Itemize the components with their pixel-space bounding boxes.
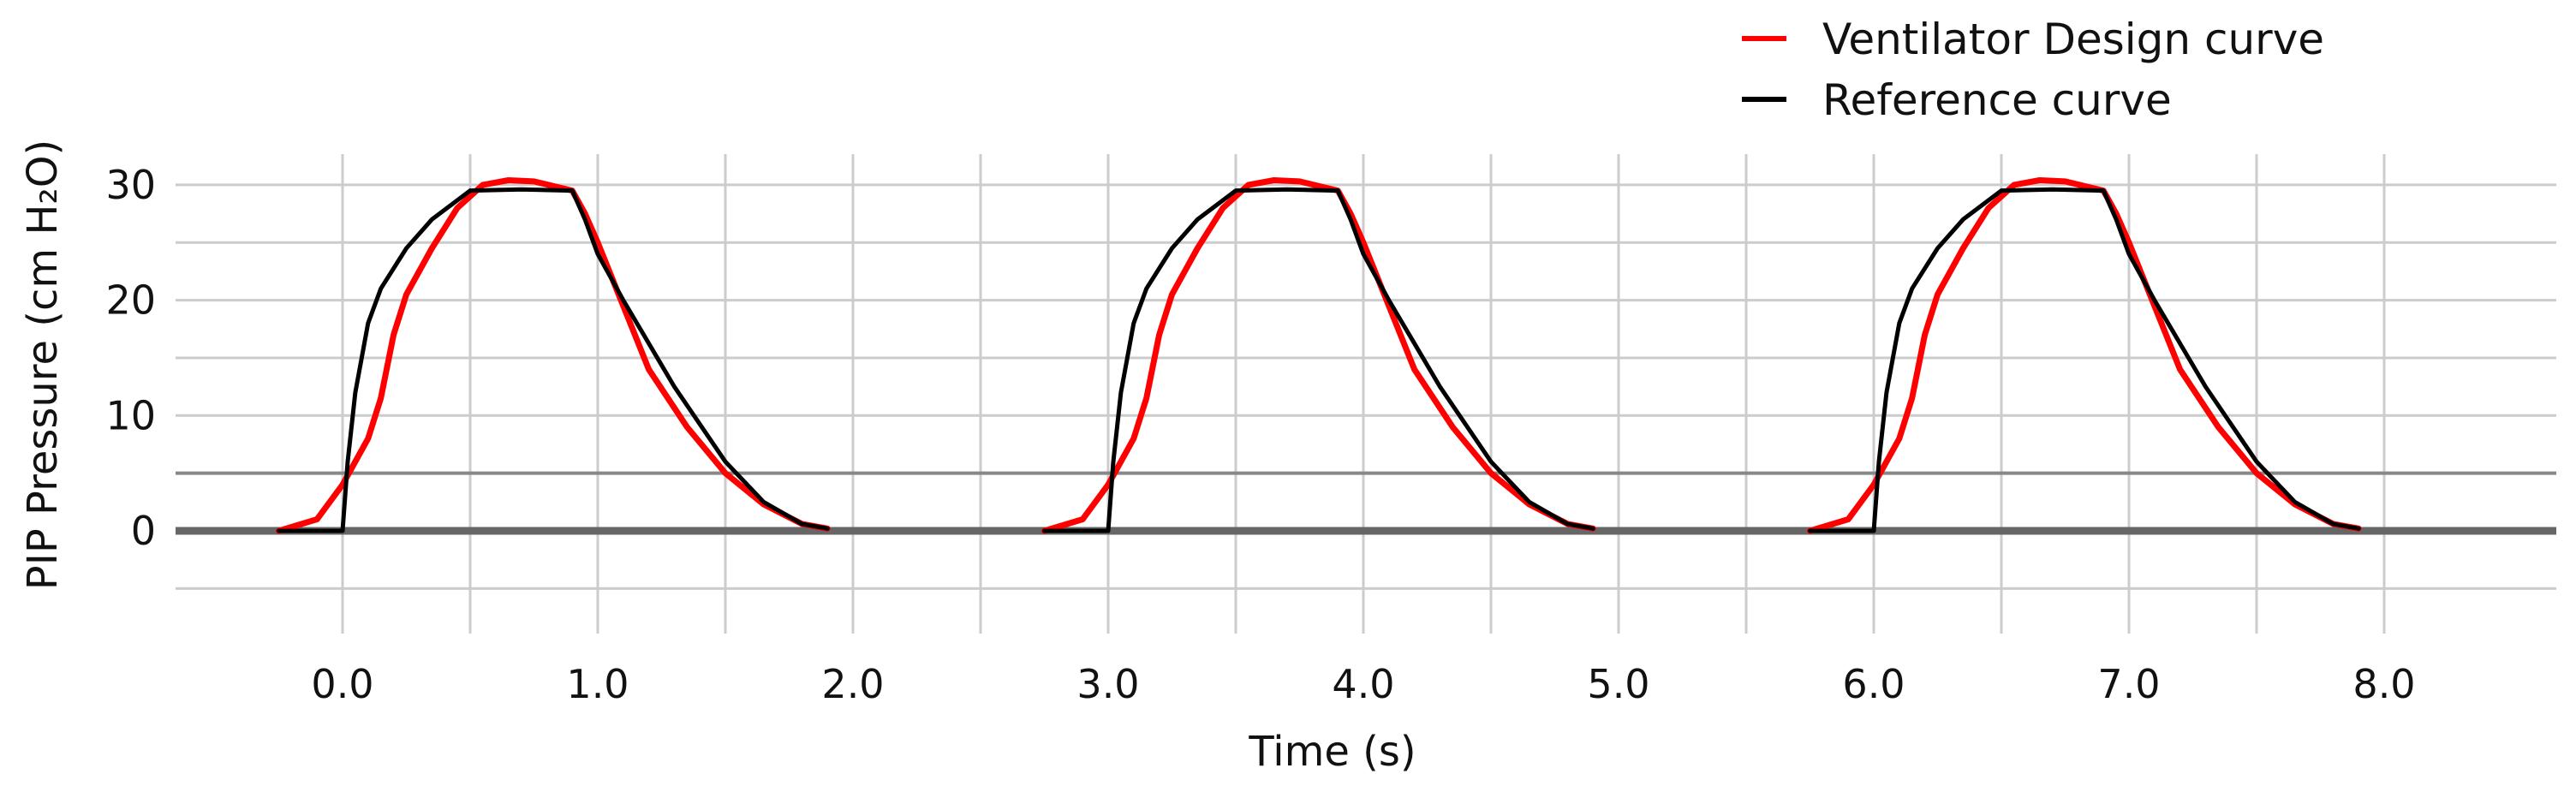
series-lines — [276, 177, 2362, 534]
tick-labels: 0.0 1.0 2.0 3.0 4.0 5.0 6.0 7.0 8.0 0 10 20 30 — [105, 162, 2415, 707]
x-tick-label: 1.0 — [566, 661, 629, 707]
ventilator-design-curve — [276, 177, 2362, 534]
y-axis-label: PIP Pressure (cm H₂O) — [19, 140, 67, 591]
x-tick-label: 0.0 — [311, 661, 373, 707]
x-tick-label: 2.0 — [821, 661, 884, 707]
x-tick-label: 3.0 — [1076, 661, 1139, 707]
reference-lines — [176, 471, 2556, 535]
x-axis-label: Time (s) — [1248, 728, 1416, 776]
legend-label-ventilator: Ventilator Design curve — [1822, 15, 2324, 64]
x-tick-label: 7.0 — [2097, 661, 2160, 707]
x-tick-label: 8.0 — [2352, 661, 2415, 707]
legend-label-reference: Reference curve — [1822, 75, 2172, 125]
y-tick-label: 20 — [105, 277, 156, 324]
y-tick-label: 0 — [131, 508, 156, 554]
y-tick-label: 30 — [105, 162, 156, 208]
x-tick-label: 5.0 — [1587, 661, 1649, 707]
x-tick-label: 6.0 — [1842, 661, 1905, 707]
reference-curve — [277, 187, 2361, 533]
legend: Ventilator Design curve Reference curve — [1742, 15, 2324, 125]
y-tick-label: 10 — [105, 392, 156, 438]
x-tick-label: 4.0 — [1332, 661, 1394, 707]
